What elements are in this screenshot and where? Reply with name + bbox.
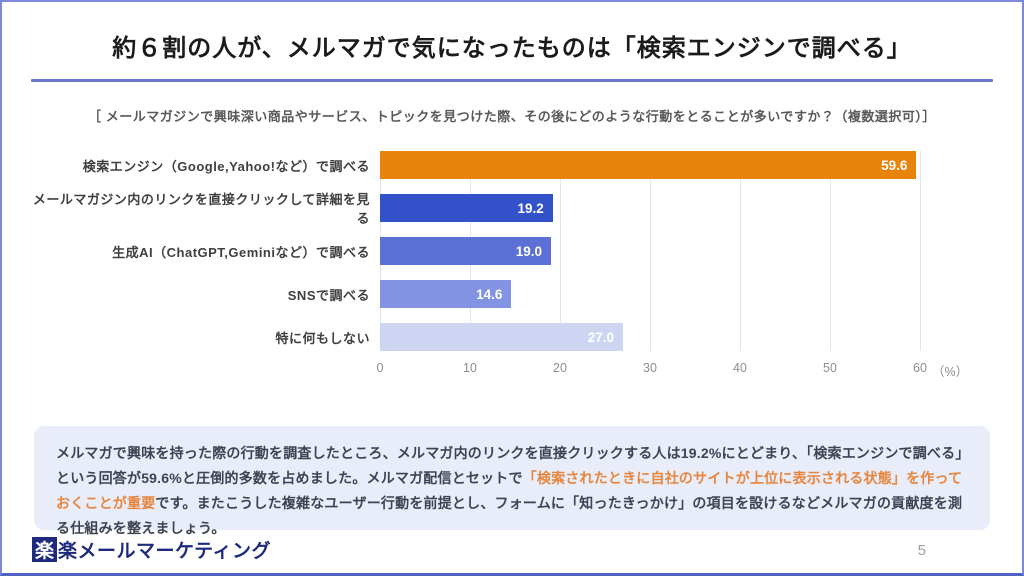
bar-row: 特に何もしない 27.0 xyxy=(32,323,982,351)
value-label: 27.0 xyxy=(587,329,614,345)
footer: 楽 楽メールマーケティング 5 xyxy=(32,533,992,565)
title-underline xyxy=(31,79,993,82)
gridline xyxy=(740,151,741,351)
value-label: 14.6 xyxy=(476,286,503,302)
bar: 19.0 xyxy=(380,237,551,265)
x-tick-label: 30 xyxy=(643,361,657,375)
chart-x-axis: 0 10 20 30 40 50 60 （%） xyxy=(32,359,982,383)
summary-box: メルマガで興味を持った際の行動を調査したところ、メルマガ内のリンクを直接クリック… xyxy=(34,426,990,536)
bar-track: 19.2 xyxy=(380,194,920,222)
x-tick-label: 40 xyxy=(733,361,747,375)
bar-row: SNSで調べる 14.6 xyxy=(32,280,982,308)
summary-text: メルマガで興味を持った際の行動を調査したところ、メルマガ内のリンクを直接クリック… xyxy=(56,445,963,486)
bar: 14.6 xyxy=(380,280,512,308)
category-label: メールマガジン内のリンクを直接クリックして詳細を見る xyxy=(32,192,370,226)
value-label: 59.6 xyxy=(881,157,908,173)
summary-text-end: です。またこうした複雑なユーザー行動を前提とし、フォームに「知ったきっかけ」の項… xyxy=(56,495,963,536)
x-tick-label: 50 xyxy=(823,361,837,375)
summary-highlight-text: 「検索されたときに自社のサイトが上位に表示される状態」を作っておくことが重要 xyxy=(56,470,963,511)
x-tick-label: 0 xyxy=(376,361,384,375)
gridline xyxy=(560,151,561,351)
gridline xyxy=(650,151,651,351)
x-axis-unit: （%） xyxy=(932,365,969,379)
value-label: 19.2 xyxy=(517,200,544,216)
gridline xyxy=(920,151,921,351)
bar-track: 19.0 xyxy=(380,237,920,265)
bar: 59.6 xyxy=(380,151,917,179)
value-label: 19.0 xyxy=(515,243,542,259)
bar: 27.0 xyxy=(380,323,623,351)
bar-track: 27.0 xyxy=(380,323,920,351)
bar-row: メールマガジン内のリンクを直接クリックして詳細を見る 19.2 xyxy=(32,192,982,226)
category-label: 検索エンジン（Google,Yahoo!など）で調べる xyxy=(82,158,370,174)
x-tick-label: 10 xyxy=(463,361,477,375)
bar-chart: 検索エンジン（Google,Yahoo!など）で調べる 59.6 メールマガジン内の… xyxy=(32,151,982,383)
bar-row: 検索エンジン（Google,Yahoo!など）で調べる 59.6 xyxy=(32,151,982,179)
page-number: 5 xyxy=(917,542,926,559)
chart-rows: 検索エンジン（Google,Yahoo!など）で調べる 59.6 メールマガジン内の… xyxy=(32,151,982,351)
survey-question: ［ メールマガジンで興味深い商品やサービス、トピックを見つけた際、その後にどのよ… xyxy=(88,109,936,124)
gridline xyxy=(830,151,831,351)
category-label: 生成AI（ChatGPT,Geminiなど）で調べる xyxy=(112,244,370,260)
category-label: SNSで調べる xyxy=(287,287,370,303)
bar: 19.2 xyxy=(380,194,553,222)
logo-mark: 楽 xyxy=(32,537,57,562)
logo-text: 楽メールマーケティング xyxy=(58,541,271,562)
bar-track: 14.6 xyxy=(380,280,920,308)
category-label: 特に何もしない xyxy=(275,330,370,346)
bar-track: 59.6 xyxy=(380,151,920,179)
x-tick-label: 60 xyxy=(913,361,927,375)
brand-logo: 楽 楽メールマーケティング xyxy=(32,536,271,563)
x-tick-label: 20 xyxy=(553,361,567,375)
bar-row: 生成AI（ChatGPT,Geminiなど）で調べる 19.0 xyxy=(32,237,982,265)
page-title: 約６割の人が、メルマガで気になったものは「検索エンジンで調べる」 xyxy=(112,35,912,62)
